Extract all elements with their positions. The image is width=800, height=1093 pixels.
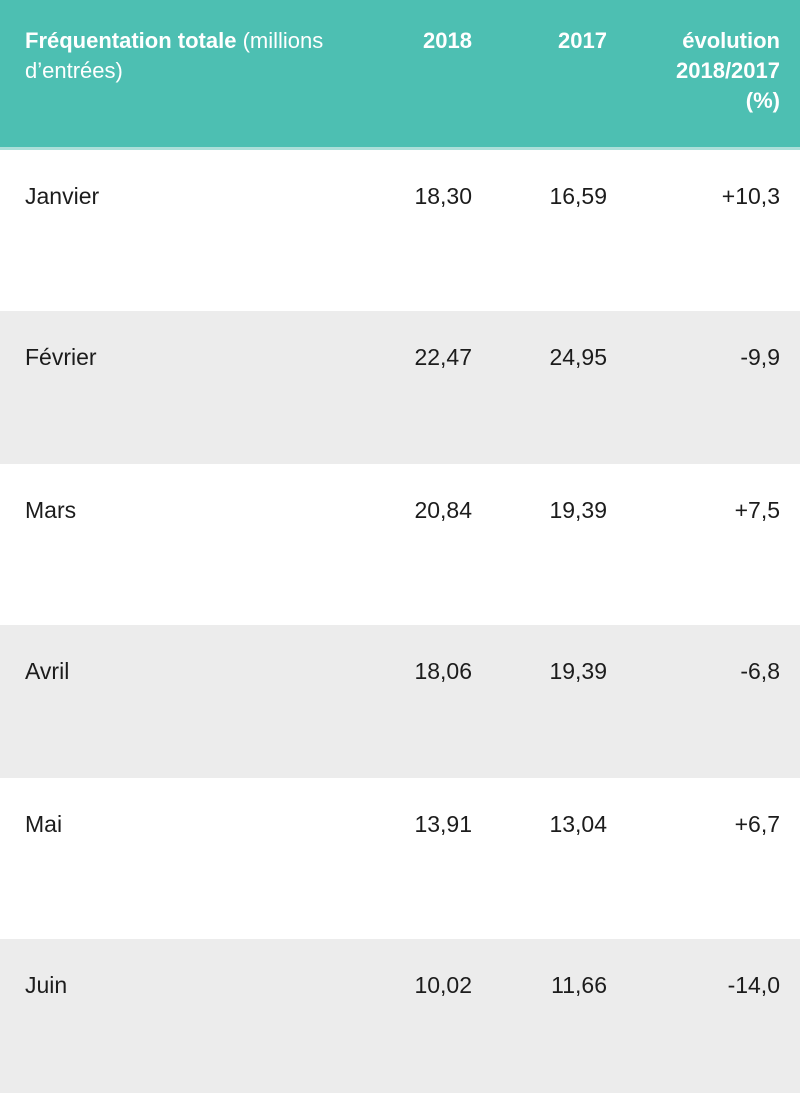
month-cell: Mars bbox=[25, 497, 77, 523]
table-row-mai: Mai 13,91 13,04 +6,7 bbox=[0, 778, 800, 935]
value-2017-cell: 11,66 bbox=[551, 972, 607, 998]
table-row-avril: Avril 18,06 19,39 -6,8 bbox=[0, 621, 800, 778]
month-cell: Février bbox=[25, 344, 97, 370]
month-cell: Mai bbox=[25, 811, 63, 837]
evolution-cell: +7,5 bbox=[734, 497, 780, 523]
month-cell: Juin bbox=[25, 972, 68, 998]
month-cell: Avril bbox=[25, 658, 70, 684]
header-title-normal: (millions d’entrées) bbox=[25, 28, 324, 83]
evolution-cell: -14,0 bbox=[727, 972, 780, 998]
table-row-fevrier: Février 22,47 24,95 -9,9 bbox=[0, 307, 800, 464]
evolution-cell: +10,3 bbox=[721, 183, 780, 209]
value-2018-cell: 13,91 bbox=[414, 811, 472, 837]
value-2017-cell: 24,95 bbox=[549, 344, 607, 370]
value-2017-cell: 19,39 bbox=[549, 497, 607, 523]
header-col-2017: 2017 bbox=[558, 28, 607, 53]
value-2017-cell: 16,59 bbox=[549, 183, 607, 209]
header-col-evolution-line1: évolution bbox=[682, 28, 780, 53]
header-col-2018: 2018 bbox=[423, 28, 472, 53]
header-title-bold: Fréquentation totale bbox=[25, 28, 237, 53]
table-row-juin: Juin 10,02 11,66 -14,0 bbox=[0, 935, 800, 1093]
value-2018-cell: 18,06 bbox=[414, 658, 472, 684]
header-col-evolution-line2: 2018/2017 bbox=[676, 58, 780, 83]
value-2018-cell: 18,30 bbox=[414, 183, 472, 209]
value-2017-cell: 13,04 bbox=[549, 811, 607, 837]
value-2018-cell: 22,47 bbox=[414, 344, 472, 370]
table-row-janvier: Janvier 18,30 16,59 +10,3 bbox=[0, 150, 800, 307]
evolution-cell: +6,7 bbox=[734, 811, 780, 837]
header-title: Fréquentation totale (millions d’entrées… bbox=[0, 26, 352, 147]
table-row-mars: Mars 20,84 19,39 +7,5 bbox=[0, 464, 800, 621]
evolution-cell: -9,9 bbox=[740, 344, 780, 370]
header-col-evolution: évolution 2018/2017 (%) bbox=[607, 26, 800, 147]
value-2018-cell: 20,84 bbox=[414, 497, 472, 523]
table-header: Fréquentation totale (millions d’entrées… bbox=[0, 0, 800, 150]
value-2018-cell: 10,02 bbox=[414, 972, 472, 998]
header-col-evolution-line3: (%) bbox=[745, 88, 780, 113]
month-cell: Janvier bbox=[25, 183, 100, 209]
value-2017-cell: 19,39 bbox=[549, 658, 607, 684]
evolution-cell: -6,8 bbox=[740, 658, 780, 684]
